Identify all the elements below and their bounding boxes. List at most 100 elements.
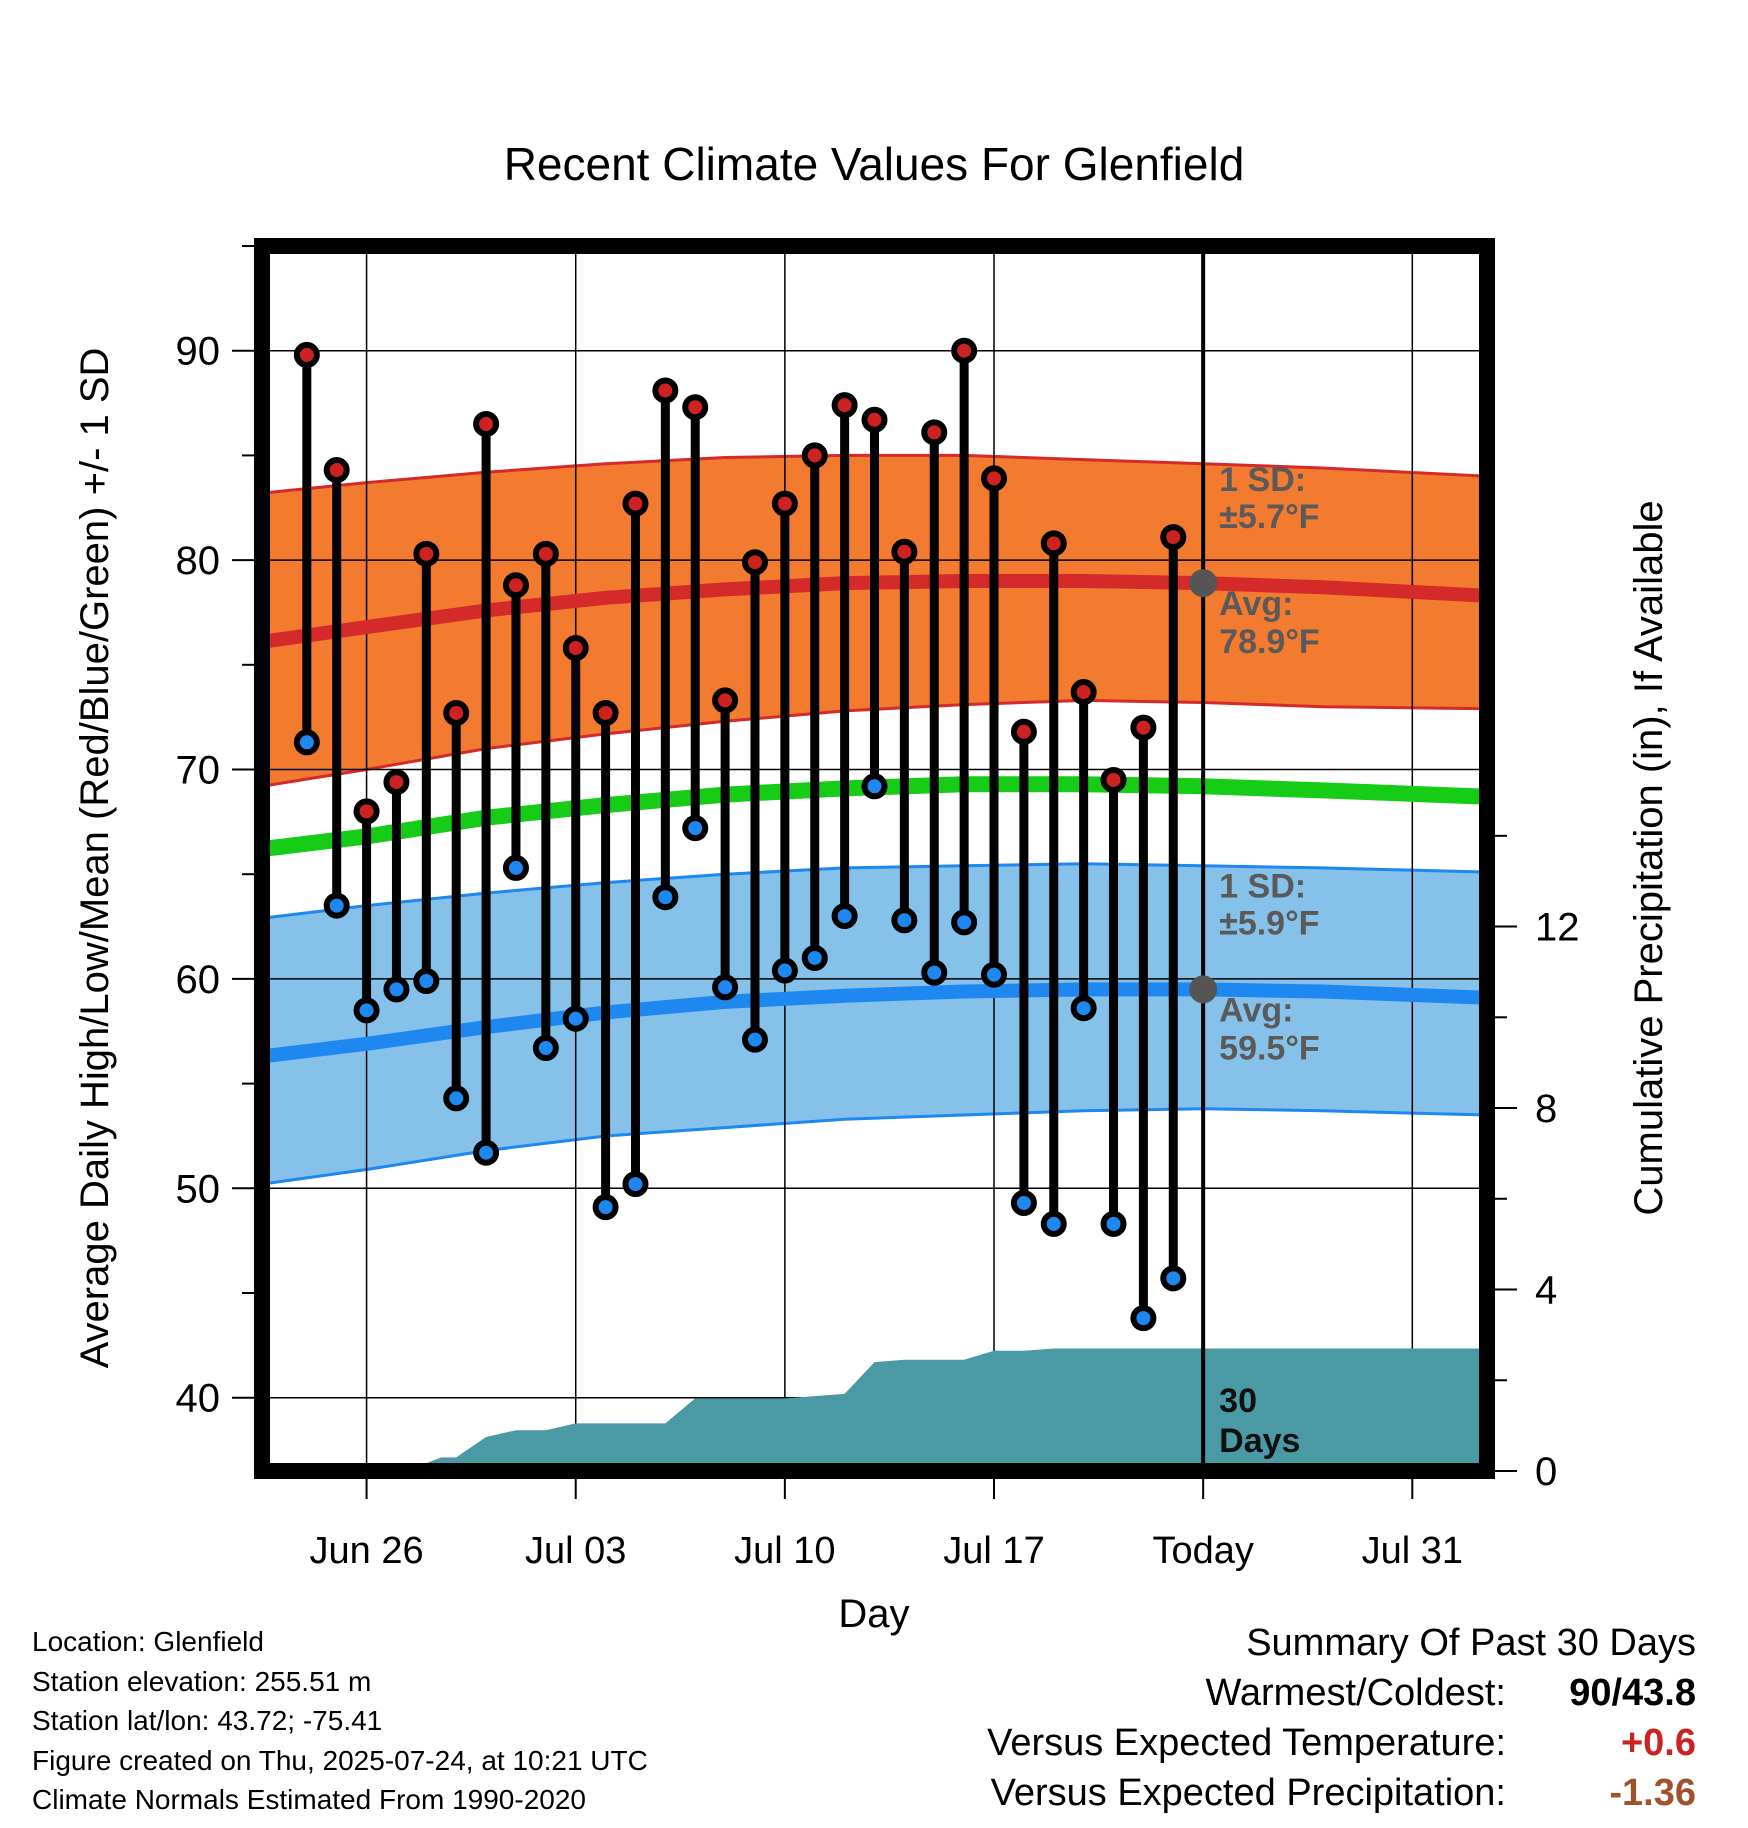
daily-high-point — [532, 540, 559, 567]
high-avg-marker — [1189, 569, 1218, 598]
precipitation-area — [262, 1348, 1487, 1471]
daily-high-point — [891, 538, 918, 565]
x-axis-title: Day — [838, 1592, 909, 1636]
daily-high-point — [622, 490, 649, 517]
daily-low-point — [921, 959, 948, 986]
y-tick-label: 70 — [176, 749, 221, 793]
daily-low-point — [1160, 1265, 1187, 1292]
x-tick-label: Jul 31 — [1362, 1530, 1463, 1572]
precip-anomaly-label: Versus Expected Precipitation: — [990, 1772, 1506, 1814]
daily-high-point — [592, 699, 619, 726]
normals-text: Climate Normals Estimated From 1990-2020 — [32, 1784, 586, 1815]
warmest-label: Warmest/Coldest: — [1205, 1672, 1506, 1714]
x-axis-ticks: Jun 26 Jul 03 Jul 10 Jul 17 Today Jul 31 — [310, 1479, 1463, 1572]
y-axis-title: Average Daily High/Low/Mean (Red/Blue/Gr… — [73, 348, 117, 1369]
daily-low-point — [473, 1139, 500, 1166]
daily-high-point — [1100, 766, 1127, 793]
daily-high-point — [652, 377, 679, 404]
x-tick-label: Jun 26 — [310, 1530, 424, 1572]
daily-high-point — [353, 798, 380, 825]
daily-high-point — [1010, 718, 1037, 745]
daily-low-point — [981, 961, 1008, 988]
daily-high-point — [682, 394, 709, 421]
precip-anomaly-value: -1.36 — [1609, 1772, 1696, 1814]
daily-high-point — [562, 635, 589, 662]
daily-high-point — [1160, 524, 1187, 551]
days-count-label: 30 — [1219, 1382, 1257, 1420]
daily-low-point — [532, 1035, 559, 1062]
station-info: Location: Glenfield Station elevation: 2… — [32, 1622, 648, 1820]
days-word-label: Days — [1219, 1422, 1300, 1460]
elevation-text: Station elevation: 255.51 m — [32, 1665, 372, 1697]
daily-high-point — [771, 490, 798, 517]
y-tick-label: 80 — [176, 539, 221, 583]
low-avg-value: 59.5°F — [1219, 1029, 1320, 1067]
daily-low-point — [771, 957, 798, 984]
daily-high-point — [831, 392, 858, 419]
summary-panel: Summary Of Past 30 Days Warmest/Coldest:… — [987, 1618, 1696, 1818]
high-avg-label: Avg: — [1219, 585, 1293, 623]
y2-axis-title: Cumulative Precipitation (in), If Availa… — [1627, 500, 1671, 1215]
low-avg-label: Avg: — [1219, 991, 1293, 1029]
x-tick-label: Jul 10 — [734, 1530, 835, 1572]
latlon-text: Station lat/lon: 43.72; -75.41 — [32, 1705, 383, 1736]
chart-title: Recent Climate Values For Glenfield — [504, 138, 1245, 190]
daily-low-point — [861, 773, 888, 800]
daily-high-point — [951, 337, 978, 364]
location-text: Location: Glenfield — [32, 1626, 264, 1657]
summary-title: Summary Of Past 30 Days — [1246, 1622, 1696, 1664]
daily-low-point — [1010, 1189, 1037, 1216]
plot-frame — [254, 238, 1495, 1479]
high-sd-value: ±5.7°F — [1219, 498, 1319, 536]
daily-high-point — [1070, 679, 1097, 706]
daily-low-point — [891, 907, 918, 934]
daily-low-point — [323, 892, 350, 919]
warmest-value: 90/43.8 — [1569, 1672, 1696, 1714]
x-tick-label: Today — [1152, 1530, 1253, 1572]
created-text: Figure created on Thu, 2025-07-24, at 10… — [32, 1744, 648, 1776]
daily-low-point — [652, 884, 679, 911]
summary-temp-row: Versus Expected Temperature: +0.6 — [987, 1718, 1696, 1768]
daily-low-point — [1100, 1210, 1127, 1237]
x-tick-label: Jul 17 — [943, 1530, 1044, 1572]
daily-high-point — [712, 687, 739, 714]
daily-low-point — [1040, 1210, 1067, 1237]
daily-low-point — [801, 944, 828, 971]
temp-anomaly-value: +0.6 — [1620, 1722, 1696, 1764]
daily-low-point — [293, 729, 320, 756]
y-tick-label: 90 — [176, 330, 221, 374]
daily-low-point — [383, 976, 410, 1003]
daily-high-point — [293, 341, 320, 368]
daily-observations — [293, 337, 1187, 1332]
daily-low-point — [831, 903, 858, 930]
daily-high-point — [473, 410, 500, 437]
low-sd-label: 1 SD: — [1219, 867, 1306, 905]
y2-tick-label: 12 — [1535, 906, 1580, 950]
daily-low-point — [562, 1005, 589, 1032]
daily-low-point — [443, 1085, 470, 1112]
daily-low-point — [502, 854, 529, 881]
summary-precip-row: Versus Expected Precipitation: -1.36 — [987, 1768, 1696, 1818]
daily-high-point — [413, 540, 440, 567]
daily-low-point — [712, 974, 739, 1001]
x-tick-label: Jul 03 — [525, 1530, 626, 1572]
daily-high-point — [741, 549, 768, 576]
daily-low-point — [1070, 995, 1097, 1022]
daily-low-point — [1130, 1305, 1157, 1332]
summary-warmest-row: Warmest/Coldest: 90/43.8 — [987, 1668, 1696, 1718]
daily-high-point — [801, 442, 828, 469]
daily-low-point — [951, 909, 978, 936]
y2-tick-label: 8 — [1535, 1087, 1557, 1131]
daily-low-point — [592, 1194, 619, 1221]
y2-tick-label: 0 — [1535, 1450, 1557, 1494]
low-avg-marker — [1189, 975, 1218, 1004]
temp-anomaly-label: Versus Expected Temperature: — [987, 1722, 1506, 1764]
daily-high-point — [323, 457, 350, 484]
y2-axis-ticks: 0 4 8 12 — [1495, 834, 1580, 1494]
low-sd-band-lower-edge — [262, 1107, 1487, 1186]
y-tick-label: 60 — [176, 958, 221, 1002]
daily-low-point — [741, 1026, 768, 1053]
daily-high-point — [981, 465, 1008, 492]
